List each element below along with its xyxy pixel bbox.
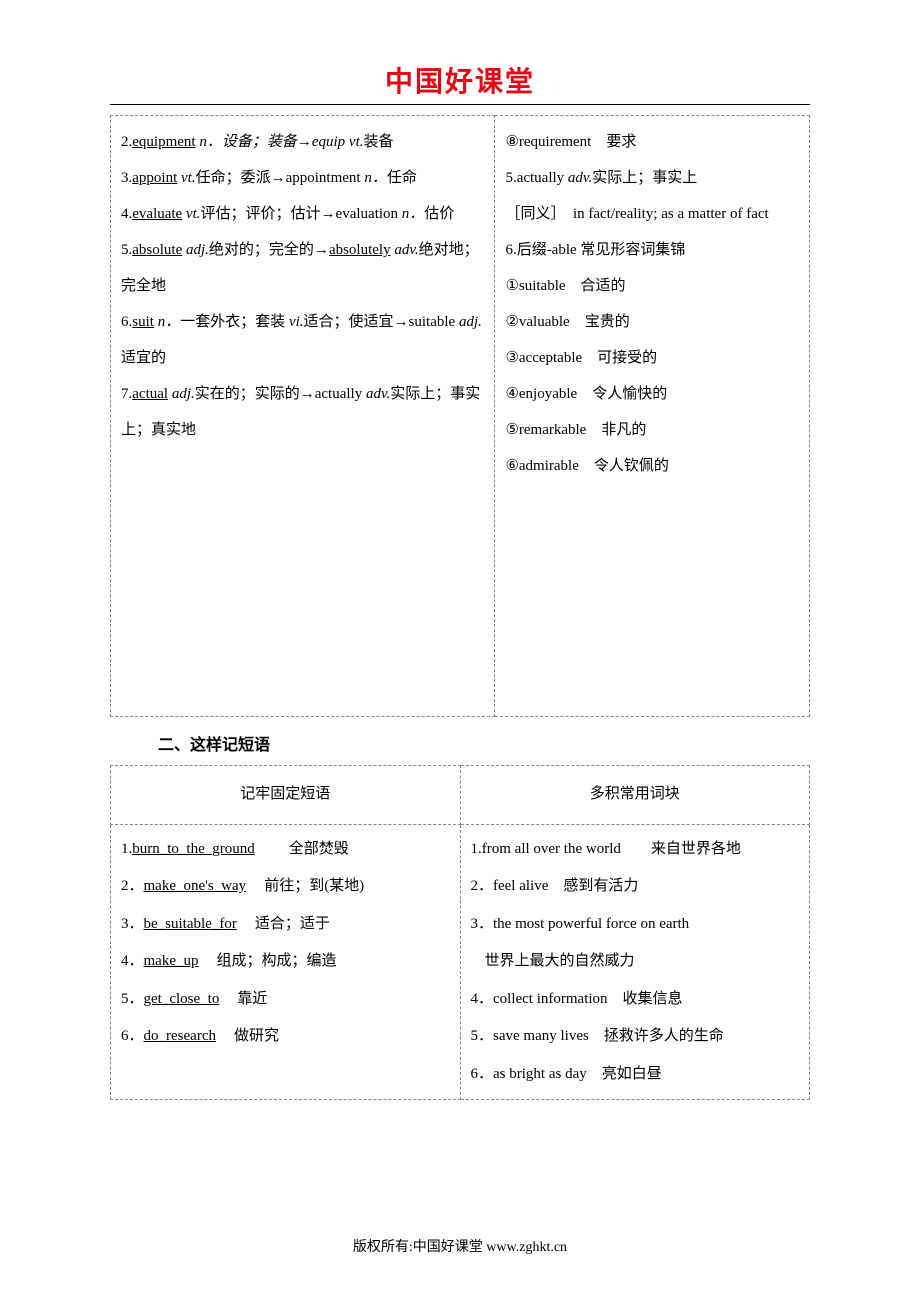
vocab-line-7: 7.actual adj.实在的；实际的→actually adv.实际上；事实… (121, 376, 484, 448)
phrase-l3: 3．be_suitable_for适合；适于 (121, 906, 450, 944)
vocab-r5: 5.actually adv.实际上；事实上 (505, 160, 799, 196)
phrase-r5: 5．save many lives 拯救许多人的生命 (471, 1018, 800, 1056)
phrase-l4: 4．make_up组成；构成；编造 (121, 943, 450, 981)
logo-wrap: 中国好课堂 (110, 60, 810, 100)
vocab-line-4: 4.evaluate vt.评估；评价；估计→evaluation n．估价 (121, 196, 484, 232)
phrase-r2: 2．feel alive 感到有活力 (471, 868, 800, 906)
phrase-r1: 1.from all over the world 来自世界各地 (471, 831, 800, 869)
phrases-left-cell: 1.burn_to_the_ground全部焚毁 2．make_one's_wa… (111, 824, 461, 1100)
vocab-left-spacer (121, 448, 484, 708)
page: 中国好课堂 2.equipment n．设备；装备→equip vt.装备 3.… (0, 0, 920, 1140)
vocab-left-cell: 2.equipment n．设备；装备→equip vt.装备 3.appoin… (111, 116, 495, 717)
phrase-r3b: 世界上最大的自然威力 (471, 943, 800, 981)
phrase-r4: 4．collect information 收集信息 (471, 981, 800, 1019)
vocab-r8: ⑧requirement 要求 (505, 124, 799, 160)
phrase-l1: 1.burn_to_the_ground全部焚毁 (121, 831, 450, 869)
footer: 版权所有:中国好课堂 www.zghkt.cn (0, 1236, 920, 1256)
vocab-line-3: 3.appoint vt.任命；委派→appointment n．任命 (121, 160, 484, 196)
vocab-line-5: 5.absolute adj.绝对的；完全的→absolutely adv.绝对… (121, 232, 484, 304)
phrase-r3: 3．the most powerful force on earth (471, 906, 800, 944)
header-underline (110, 104, 810, 105)
phrase-r6: 6．as bright as day 亮如白昼 (471, 1056, 800, 1094)
phrase-l5: 5．get_close_to靠近 (121, 981, 450, 1019)
vocab-ra5: ⑤remarkable 非凡的 (505, 412, 799, 448)
vocab-line-2: 2.equipment n．设备；装备→equip vt.装备 (121, 124, 484, 160)
vocab-right-cell: ⑧requirement 要求 5.actually adv.实际上；事实上 ［… (495, 116, 810, 717)
phrase-l6: 6．do_research做研究 (121, 1018, 450, 1056)
phrases-right-cell: 1.from all over the world 来自世界各地 2．feel … (460, 824, 810, 1100)
vocab-table: 2.equipment n．设备；装备→equip vt.装备 3.appoin… (110, 115, 810, 717)
phrases-header-right: 多积常用词块 (460, 766, 810, 825)
vocab-line-6: 6.suit n．一套外衣；套装 vi.适合；使适宜→suitable adj.… (121, 304, 484, 376)
vocab-r6: 6.后缀-able 常见形容词集锦 (505, 232, 799, 268)
vocab-ra1: ①suitable 合适的 (505, 268, 799, 304)
vocab-ra3: ③acceptable 可接受的 (505, 340, 799, 376)
vocab-ra4: ④enjoyable 令人愉快的 (505, 376, 799, 412)
vocab-ra2: ②valuable 宝贵的 (505, 304, 799, 340)
section-title: 二、这样记短语 (158, 731, 810, 755)
logo-text: 中国好课堂 (385, 60, 535, 100)
phrase-l2: 2．make_one's_way前往；到(某地) (121, 868, 450, 906)
vocab-syn: ［同义］ in fact/reality; as a matter of fac… (505, 196, 799, 232)
vocab-ra6: ⑥admirable 令人钦佩的 (505, 448, 799, 484)
phrases-table: 记牢固定短语 多积常用词块 1.burn_to_the_ground全部焚毁 2… (110, 765, 810, 1100)
phrases-header-left: 记牢固定短语 (111, 766, 461, 825)
